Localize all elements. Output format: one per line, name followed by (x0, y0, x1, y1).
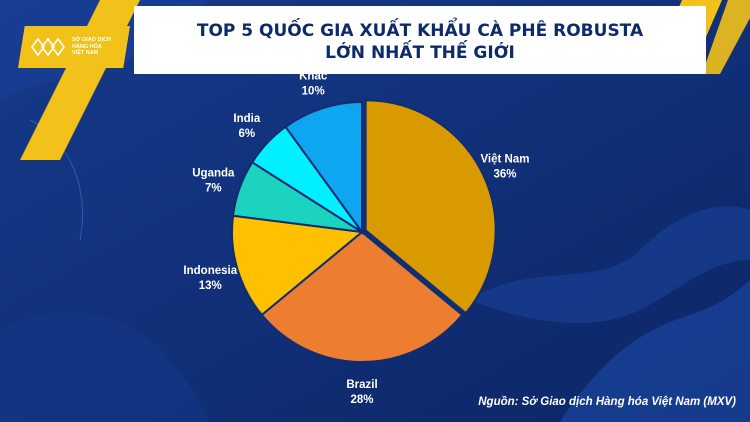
slice-label-khac: Khác (299, 71, 328, 83)
slice-label-indonesia: Indonesia (183, 265, 237, 277)
slice-value-brazil: 28% (350, 394, 373, 406)
pie-slice-khac (284, 100, 363, 236)
slice-value-viet-nam: 36% (493, 169, 516, 181)
title-line-1: TOP 5 QUỐC GIA XUẤT KHẨU CÀ PHÊ ROBUSTA (196, 21, 644, 41)
slice-value-indonesia: 13% (199, 280, 222, 292)
source-note: Nguồn: Sở Giao dịch Hàng hóa Việt Nam (M… (478, 396, 736, 408)
slice-value-khac: 10% (302, 86, 325, 98)
slice-label-uganda: Uganda (192, 167, 235, 179)
page-title: TOP 5 QUỐC GIA XUẤT KHẨU CÀ PHÊ ROBUSTA … (150, 20, 690, 64)
pie-slice-viet-nam (364, 99, 497, 315)
logo: SỞ GIAO DỊCH HÀNG HÓA VIỆT NAM (18, 26, 130, 68)
pie-slice-brazil (260, 230, 464, 363)
slice-label-viet-nam: Việt Nam (480, 154, 529, 166)
logo-text: SỞ GIAO DỊCH HÀNG HÓA VIỆT NAM (72, 37, 111, 57)
title-line-2: LỚN NHẤT THẾ GIỚI (325, 43, 515, 63)
slice-label-brazil: Brazil (346, 379, 377, 391)
slice-value-india: 6% (239, 128, 256, 140)
title-banner (134, 6, 706, 74)
pie-slice-indonesia (231, 214, 365, 317)
mxv-logo-icon (31, 37, 65, 57)
slice-value-uganda: 7% (205, 182, 222, 194)
slice-label-india: India (233, 113, 260, 125)
